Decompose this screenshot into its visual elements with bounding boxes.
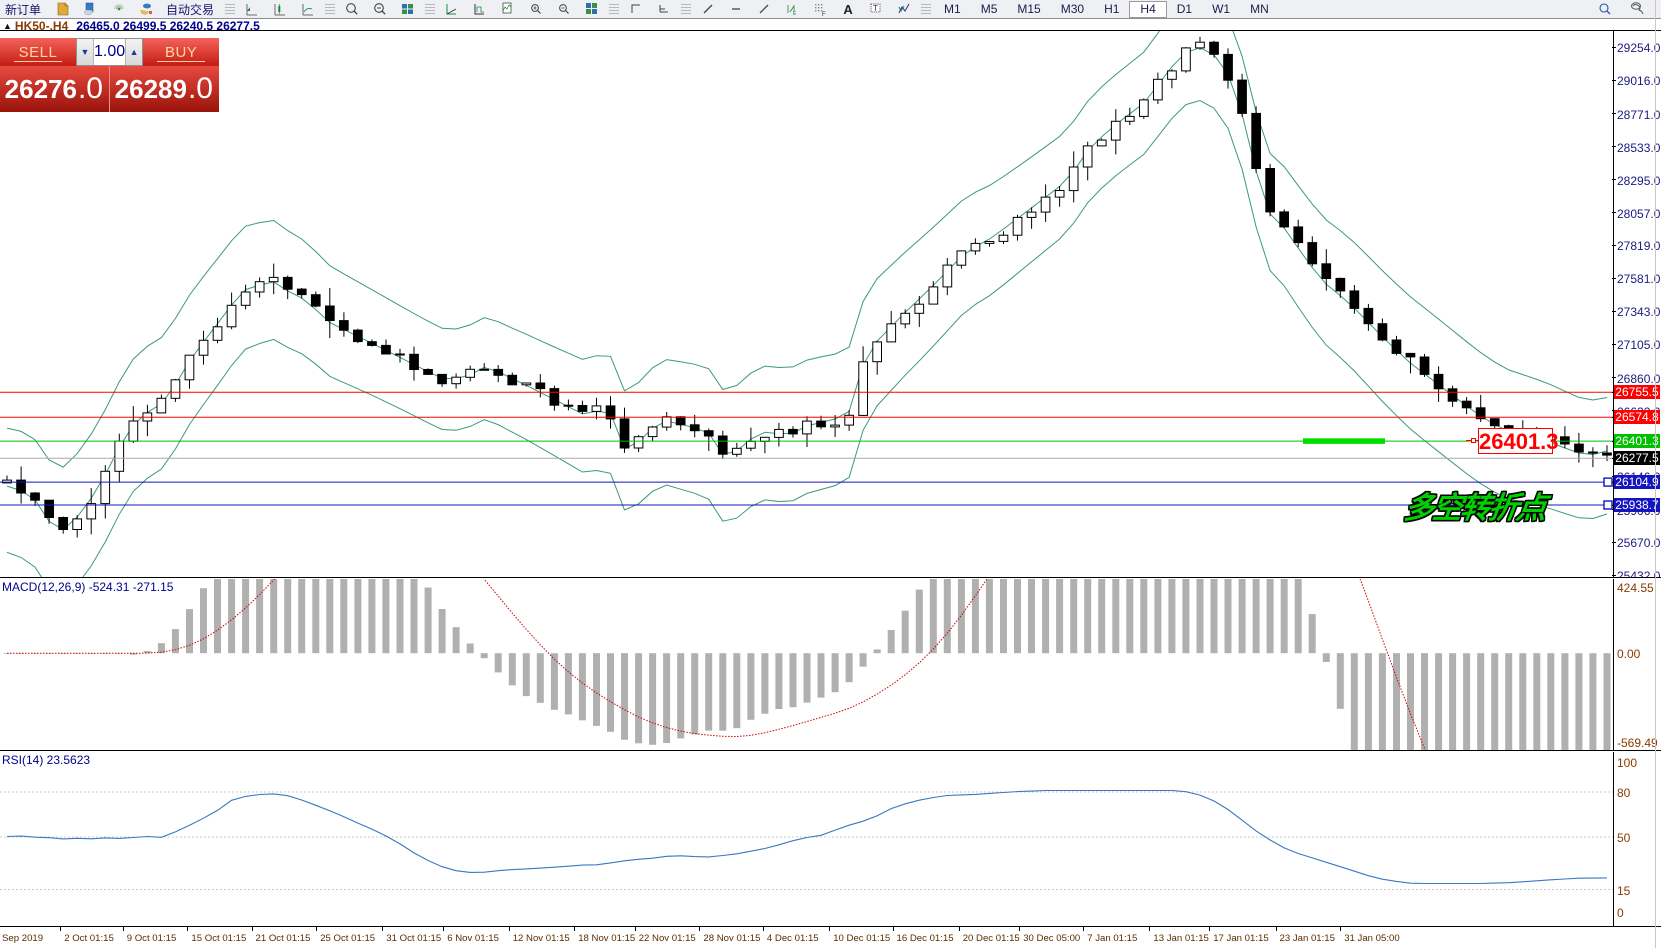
svg-text:F: F: [822, 12, 826, 17]
svg-text:E: E: [793, 11, 797, 17]
svg-text:T: T: [873, 4, 878, 13]
